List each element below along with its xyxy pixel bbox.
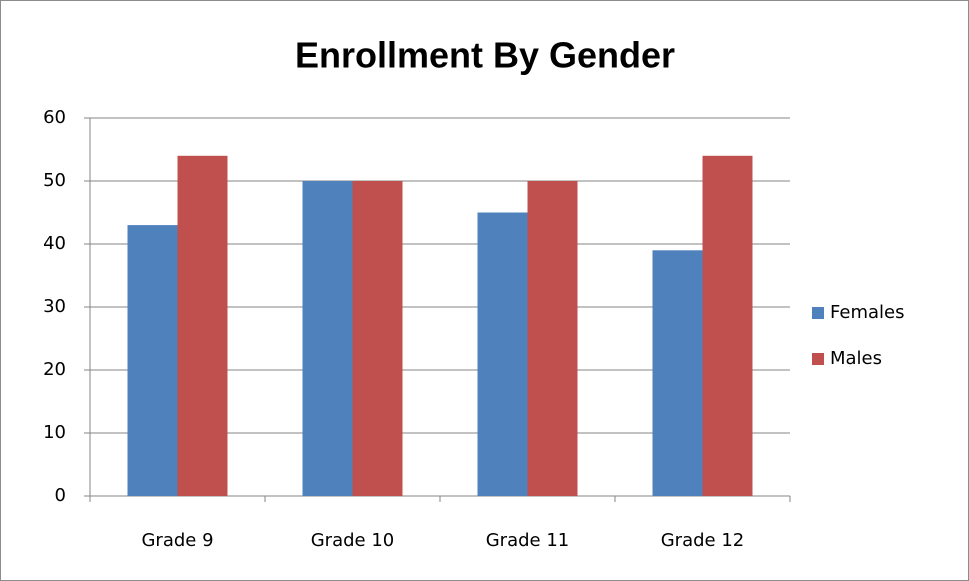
y-tick-label: 40	[43, 233, 66, 254]
bar	[527, 181, 578, 496]
legend-swatch	[812, 353, 824, 365]
bar	[652, 250, 703, 496]
y-tick-label: 20	[43, 359, 66, 380]
x-tick-label: Grade 12	[661, 530, 745, 551]
bar	[477, 212, 528, 496]
y-tick-label: 60	[43, 107, 66, 128]
y-tick-label: 50	[43, 170, 66, 191]
bar	[177, 155, 228, 497]
x-tick-label: Grade 10	[311, 530, 395, 551]
bar	[352, 181, 403, 496]
y-tick-label: 30	[43, 296, 66, 317]
chart-title: Enrollment By Gender	[295, 35, 675, 76]
legend-swatch	[812, 307, 824, 319]
legend-label: Males	[830, 348, 882, 369]
bar	[702, 155, 753, 497]
legend-label: Females	[830, 302, 904, 323]
bar	[302, 181, 353, 496]
bar	[127, 225, 178, 496]
x-tick-label: Grade 9	[141, 530, 213, 551]
x-tick-label: Grade 11	[486, 530, 570, 551]
y-tick-label: 10	[43, 422, 66, 443]
y-tick-label: 0	[55, 485, 66, 506]
